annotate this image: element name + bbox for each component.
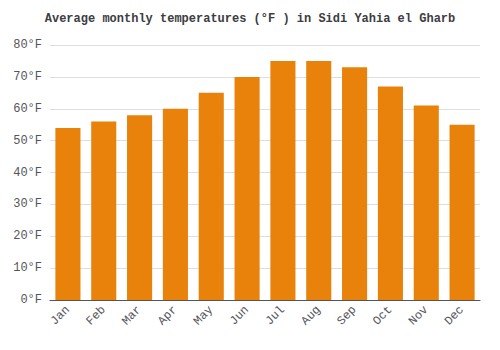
svg-text:70°F: 70°F (13, 70, 42, 84)
svg-text:Jan: Jan (48, 303, 73, 328)
svg-text:10°F: 10°F (13, 261, 42, 275)
svg-text:Average monthly temperatures (: Average monthly temperatures (°F ) in Si… (45, 12, 455, 26)
svg-text:Dec: Dec (442, 303, 467, 328)
svg-text:40°F: 40°F (13, 166, 42, 180)
svg-text:Apr: Apr (155, 303, 180, 328)
svg-text:Jun: Jun (227, 303, 252, 328)
svg-text:Jul: Jul (263, 303, 288, 328)
svg-text:80°F: 80°F (13, 38, 42, 52)
svg-text:Nov: Nov (406, 303, 431, 328)
svg-text:50°F: 50°F (13, 134, 42, 148)
svg-text:Oct: Oct (370, 303, 395, 328)
svg-text:20°F: 20°F (13, 229, 42, 243)
svg-text:60°F: 60°F (13, 102, 42, 116)
svg-text:Feb: Feb (84, 303, 109, 328)
svg-text:Aug: Aug (299, 303, 324, 328)
svg-text:Mar: Mar (119, 303, 144, 328)
svg-text:Sep: Sep (334, 303, 359, 328)
svg-text:May: May (191, 303, 216, 328)
svg-text:30°F: 30°F (13, 197, 42, 211)
svg-text:0°F: 0°F (20, 293, 42, 307)
